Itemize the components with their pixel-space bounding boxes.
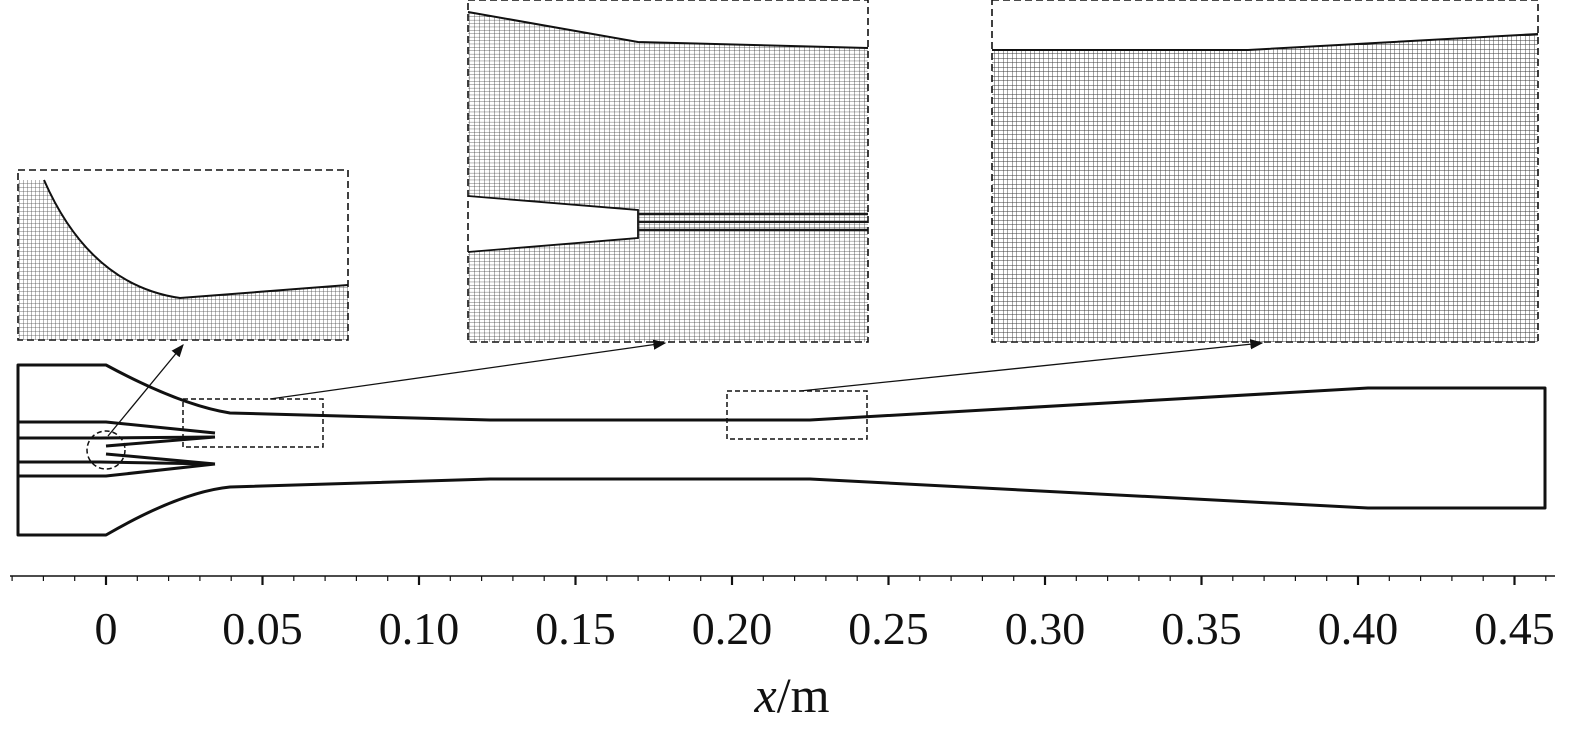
inset-3-top-wall — [992, 33, 1539, 51]
inset-diffuser-entry-mesh — [991, 0, 1539, 343]
x-axis-tick-labels: 0 0.05 0.10 0.15 0.20 0.25 0.30 0.35 0.40 0.45 — [95, 603, 1555, 654]
x-axis-tick-label: 0.20 — [692, 603, 773, 654]
x-axis-tick-label: 0.15 — [535, 603, 616, 654]
x-axis-label: x/m — [754, 667, 830, 723]
inset-1-frame — [17, 169, 349, 341]
arrow-to-inset-3 — [799, 339, 1264, 392]
inset-3-mesh-region — [992, 34, 1538, 342]
secondary-inlet-lower-block — [18, 462, 216, 478]
inset-mixing-entry-mesh — [467, 0, 869, 343]
x-axis-ticks — [11, 576, 1547, 585]
inset-nozzle-tip-mesh — [17, 169, 349, 341]
inset-2-top-wall — [467, 11, 869, 49]
upper-wall — [16, 363, 1547, 537]
x-axis-tick-label: 0.05 — [222, 603, 303, 654]
ejector-outline — [16, 363, 1547, 537]
inset-1-mesh-region — [18, 180, 348, 340]
x-axis-label-variable: x — [754, 667, 777, 723]
inset-2-wedge-edge — [467, 195, 639, 253]
inset-2-blank-wedge — [468, 196, 638, 252]
primary-nozzle-lower — [18, 460, 216, 466]
arrow-to-inset-1 — [107, 343, 184, 437]
zoom-regions — [86, 390, 868, 470]
inset-2-frame — [467, 0, 869, 343]
x-axis-tick-label: 0.45 — [1474, 603, 1555, 654]
primary-nozzle-upper — [18, 435, 216, 440]
zoom-box-mixing-entry — [182, 398, 324, 448]
arrow-to-inset-2 — [269, 339, 667, 400]
x-axis-tick-label: 0.30 — [1005, 603, 1086, 654]
x-axis-label-unit: /m — [777, 667, 830, 723]
x-axis-tick-label: 0.25 — [848, 603, 929, 654]
zoom-box-diffuser-entry — [726, 390, 868, 440]
x-axis: 0 0.05 0.10 0.15 0.20 0.25 0.30 0.35 0.40 0.45 x/… — [10, 575, 1555, 723]
secondary-inlet-upper-block — [18, 420, 216, 435]
inset-1-wall-curve — [43, 179, 349, 300]
x-axis-tick-label: 0.40 — [1318, 603, 1399, 654]
inset-2-upper-mesh — [468, 12, 868, 342]
x-axis-tick-label: 0.10 — [379, 603, 460, 654]
x-axis-tick-label: 0 — [95, 603, 118, 654]
zoom-circle-nozzle-tip — [86, 430, 126, 470]
inset-3-frame — [991, 0, 1539, 343]
primary-nozzle-inner-lower — [105, 452, 216, 466]
x-axis-tick-label: 0.35 — [1161, 603, 1242, 654]
leader-arrows — [107, 339, 1264, 437]
